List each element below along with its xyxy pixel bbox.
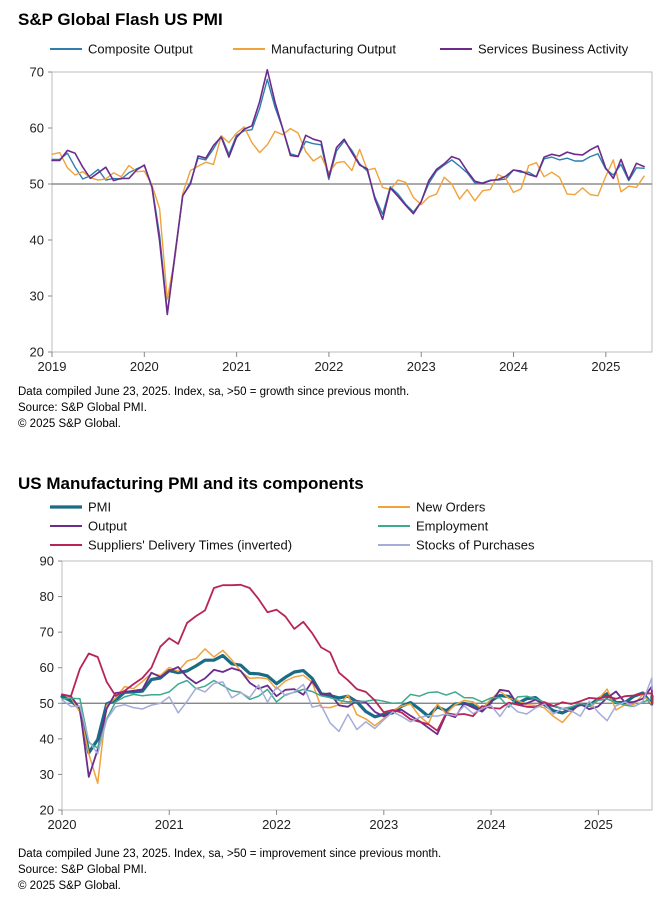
y-tick-label: 90 [40,554,54,569]
legend-label-employment: Employment [416,519,489,534]
y-tick-label: 50 [30,177,44,192]
series-line-stocks-of-purchases [61,677,653,755]
legend-label-composite-output: Composite Output [88,42,193,57]
series-line-services-business-activity [51,68,645,316]
y-tick-label: 30 [30,289,44,304]
x-tick-label: 2023 [369,817,398,832]
x-tick-label: 2020 [48,817,77,832]
series-line-suppliers-delivery-times-inverted [61,583,653,732]
manufacturing-pmi-chart: PMI New Orders Output Employment Suppliers' … [40,500,654,832]
series-line-manufacturing-output [51,126,645,301]
x-tick-label: 2025 [591,359,620,374]
legend-label-services-business-activity: Services Business Activity [478,42,629,57]
plot-frame [51,71,653,353]
series-line-new-orders [61,648,653,785]
y-tick-label: 70 [40,625,54,640]
y-tick-label: 20 [40,803,54,818]
chart2-notes: Data compiled June 23, 2025. Index, sa, … [18,846,441,894]
legend-label-new-orders: New Orders [416,500,486,515]
series-line-pmi [60,654,654,755]
x-tick-label: 2020 [130,359,159,374]
y-tick-label: 40 [40,731,54,746]
legend-label-pmi: PMI [88,500,111,515]
y-tick-label: 40 [30,233,44,248]
x-tick-label: 2023 [407,359,436,374]
composite-pmi-chart: Composite Output Manufacturing Output Serv… [30,42,653,374]
x-tick-label: 2025 [584,817,613,832]
y-tick-label: 20 [30,345,44,360]
series-line-employment [61,679,653,749]
chart2-copyright: © 2025 S&P Global. [18,880,121,892]
chart1-copyright: © 2025 S&P Global. [18,418,121,430]
chart2-source: Source: S&P Global PMI. [18,864,147,876]
series-line-composite-output [51,78,645,314]
legend-label-manufacturing-output: Manufacturing Output [271,42,396,57]
y-tick-label: 30 [40,767,54,782]
x-tick-label: 2024 [477,817,506,832]
x-tick-label: 2019 [38,359,67,374]
chart1-data-note: Data compiled June 23, 2025. Index, sa, … [18,386,410,398]
legend-label-output: Output [88,519,127,534]
x-tick-label: 2024 [499,359,528,374]
y-tick-label: 80 [40,589,54,604]
legend-label-stocks-of-purchases: Stocks of Purchases [416,538,535,553]
x-tick-label: 2021 [222,359,251,374]
x-tick-label: 2022 [314,359,343,374]
legend-label-suppliers-delivery-times-inverted: Suppliers' Delivery Times (inverted) [88,538,292,553]
x-tick-label: 2021 [155,817,184,832]
x-tick-label: 2022 [262,817,291,832]
y-tick-label: 60 [30,121,44,136]
chart2-data-note: Data compiled June 23, 2025. Index, sa, … [18,848,442,860]
plot-frame [61,560,653,811]
y-tick-label: 50 [40,696,54,711]
chart1-notes: Data compiled June 23, 2025. Index, sa, … [18,384,409,432]
chart2-title: US Manufacturing PMI and its components [18,474,364,493]
chart1-title: S&P Global Flash US PMI [18,10,223,29]
y-tick-label: 60 [40,660,54,675]
chart1-source: Source: S&P Global PMI. [18,402,147,414]
y-tick-label: 70 [30,65,44,80]
